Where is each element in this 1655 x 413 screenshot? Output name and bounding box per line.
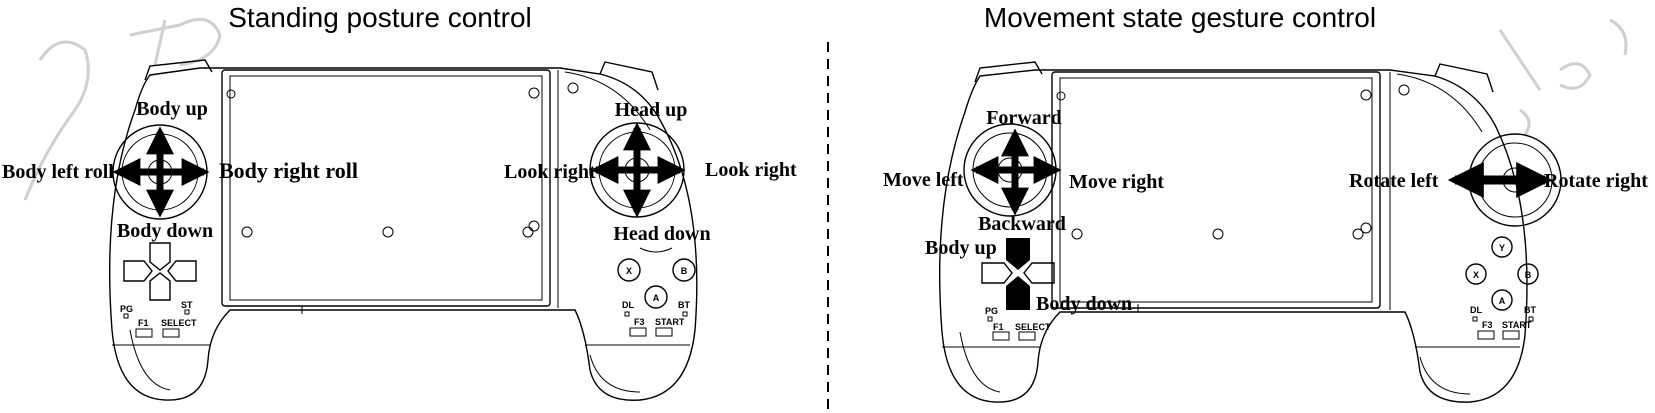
mark-start-2: START [1502,320,1532,330]
mark-start: START [655,317,685,327]
mark-f3: F3 [634,317,645,327]
dpad-down-highlight [1006,276,1030,310]
label-body-right-roll: Body right roll [219,158,358,183]
label-rotate-left: Rotate left [1349,170,1439,192]
label-body-left-roll: Body left roll [2,161,114,183]
watermark [23,17,1628,201]
left-stick-arrows [112,126,210,218]
mark-a-2: A [1499,296,1506,306]
f3-button [629,327,647,337]
left-dpad [123,242,197,301]
right-controller: Forward Backward Move left Move right Bo… [883,61,1648,403]
controller-body [109,59,698,401]
mark-dl-2: DL [1470,305,1482,315]
mark-x: X [626,266,632,276]
label-rotate-right: Rotate right [1544,170,1648,192]
label-forward: Forward [986,107,1062,129]
mark-f3-2: F3 [1482,320,1493,330]
dpad-up-highlight [1006,238,1030,270]
face-buttons-2 [1465,236,1539,311]
label-head-up: Head up [615,99,688,121]
mark-f1-2: F1 [993,322,1004,332]
movement-dpad [981,238,1055,310]
mark-bt: BT [678,300,690,310]
label-move-left: Move left [883,169,964,191]
label-look-right: Look right [705,159,797,181]
left-controller: Body up Body down Body left roll Body ri… [2,59,797,401]
mark-b-2: B [1525,270,1532,280]
mark-bt-2: BT [1524,305,1536,315]
f1-button [135,328,153,338]
label-body-down: Body down [117,220,213,242]
mark-st: ST [181,300,193,310]
select-button [162,328,180,338]
label-backward: Backward [978,213,1066,235]
mark-a: A [653,293,660,303]
movement-arrows [970,128,1062,216]
left-panel-title: Standing posture control [228,2,532,33]
right-stick-arrows [590,122,686,218]
mark-dl: DL [622,300,634,310]
label-look-right-left-side: Look right [504,161,596,183]
right-panel-title: Movement state gesture control [984,2,1376,33]
label-move-right: Move right [1069,171,1164,193]
label-body-up: Body up [136,98,208,120]
face-buttons [617,247,696,309]
mark-select: SELECT [161,318,197,328]
mark-pg: PG [120,304,133,314]
mark-b: B [681,266,688,276]
mark-f1: F1 [138,318,149,328]
label-dpad-body-down: Body down [1036,293,1132,315]
label-dpad-body-up: Body up [925,237,997,259]
mark-select-2: SELECT [1015,322,1051,332]
start-button [655,327,673,337]
mark-pg-2: PG [985,306,998,316]
label-head-down: Head down [613,223,710,245]
mark-y: Y [1499,243,1505,253]
mark-x-2: X [1473,270,1479,280]
